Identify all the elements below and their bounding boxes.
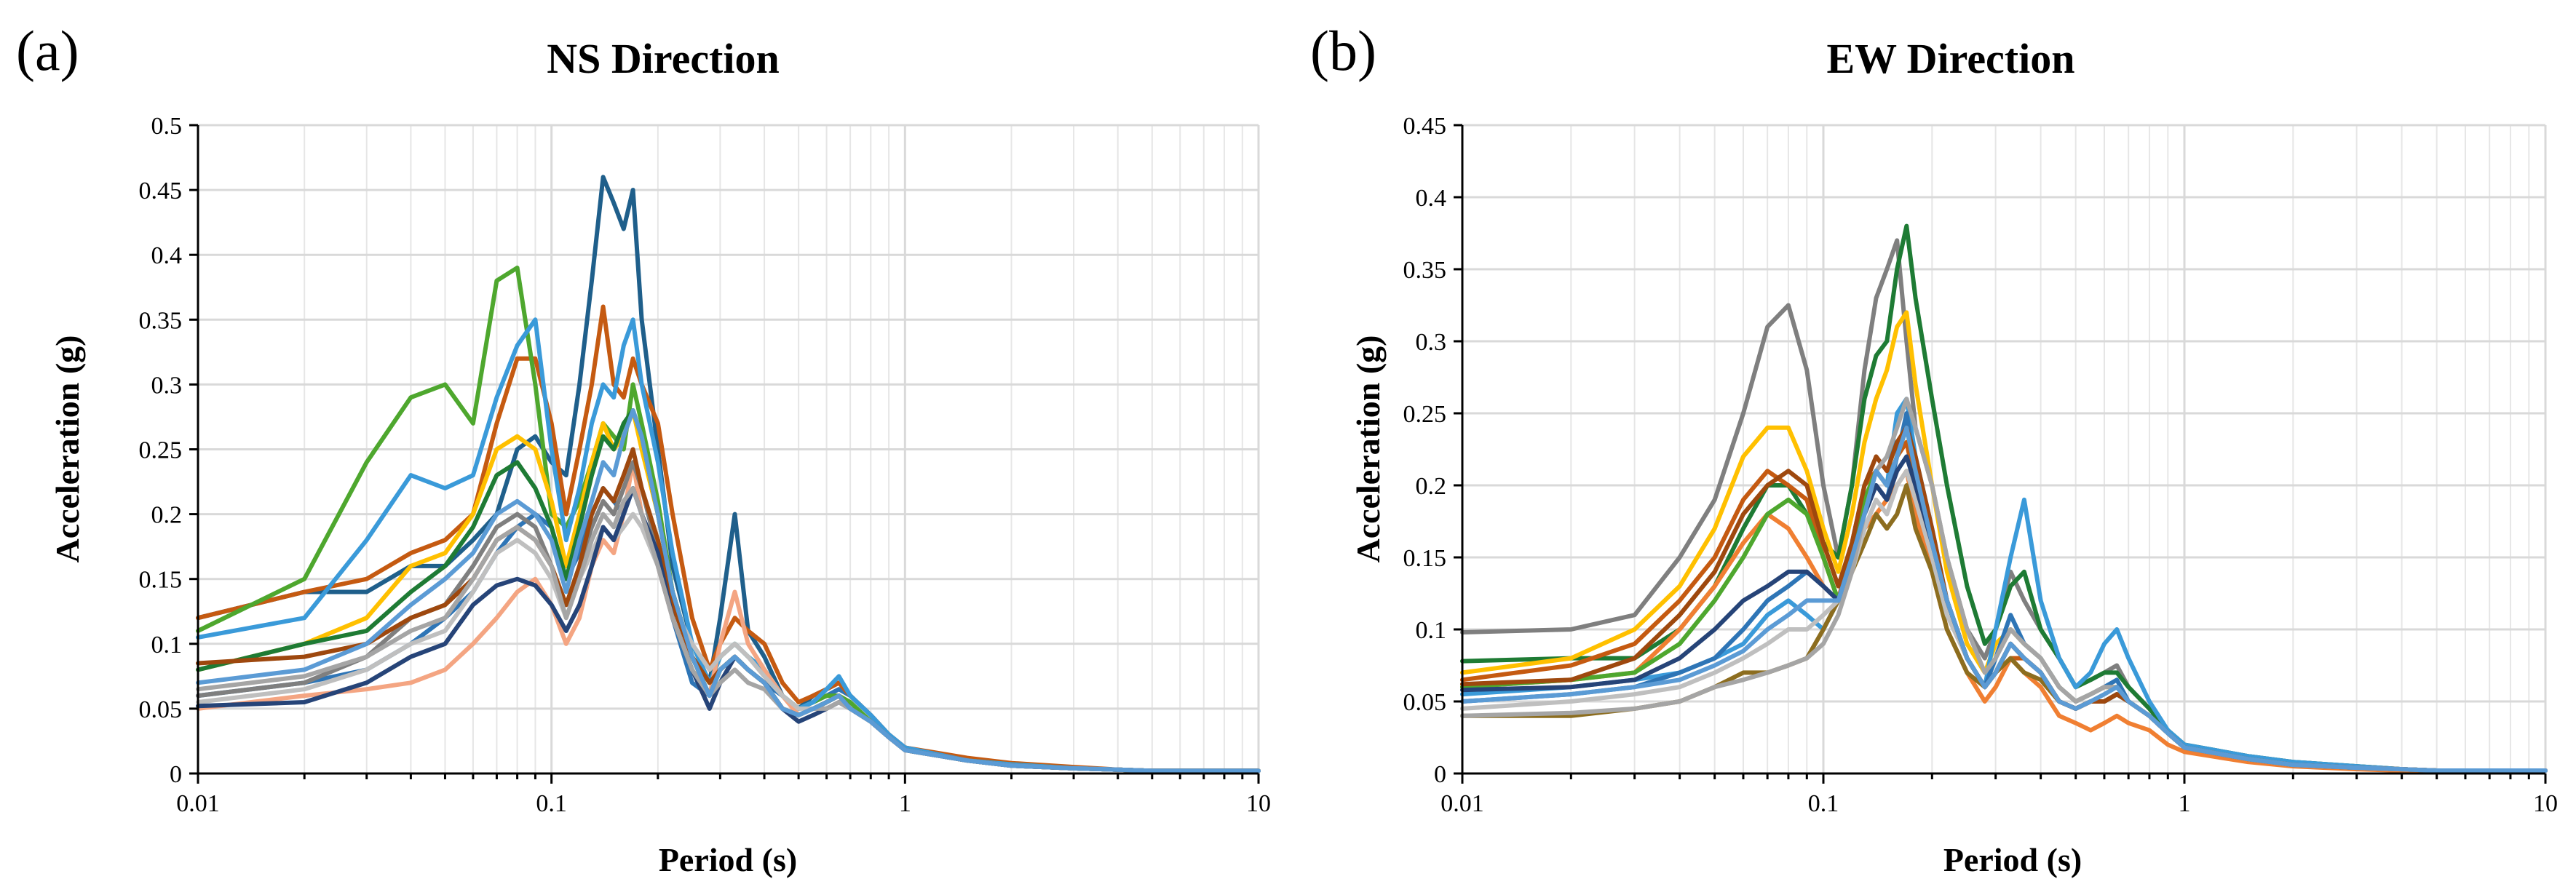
series-line-ew-5	[1460, 397, 2548, 773]
x-axis-title: Period (s)	[1943, 841, 2082, 878]
x-tick-label: 0.1	[1808, 790, 1839, 817]
axis-ticks: 0.01 0.1 1 10 0 0.05 0.1 0.15 0.2 0.25 0.3 0.35 0.4 0…	[139, 113, 1272, 817]
chart-title: NS Direction	[547, 35, 780, 82]
y-tick-label: 0	[170, 761, 182, 788]
y-tick-label: 0.2	[151, 502, 183, 529]
y-tick-label: 0.25	[139, 437, 183, 464]
y-tick-label: 0.2	[1416, 473, 1447, 500]
x-tick-label: 0.01	[176, 790, 220, 817]
y-axis-title: Acceleration (g)	[49, 335, 86, 563]
panel-label: (a)	[16, 19, 79, 82]
y-tick-label: 0.1	[151, 632, 183, 659]
gridlines	[1461, 124, 2547, 775]
series-line-ns-3	[196, 304, 1261, 773]
y-tick-label: 0.35	[139, 307, 183, 334]
y-tick-label: 0.3	[151, 372, 183, 399]
y-tick-label: 0.35	[1403, 257, 1447, 284]
y-tick-label: 0.15	[1403, 545, 1447, 572]
y-tick-label: 0.45	[1403, 113, 1447, 140]
x-axis-title: Period (s)	[659, 841, 797, 878]
chart-title: EW Direction	[1826, 35, 2074, 82]
y-tick-label: 0.05	[1403, 689, 1447, 716]
series-line-ns-4	[196, 266, 1261, 773]
series-line-ew-1	[1460, 238, 2548, 773]
y-tick-label: 0.4	[1416, 185, 1447, 212]
x-tick-label: 10	[1246, 790, 1271, 817]
series-group	[196, 175, 1261, 773]
chart-panel-ew: (b) EW Direction 0.01 0.1 1 1000.050.10.150…	[1310, 19, 2558, 878]
y-tick-label: 0.1	[1416, 617, 1447, 644]
x-tick-label: 1	[2179, 790, 2191, 817]
axis-ticks: 0.01 0.1 1 10 0 0.05 0.1 0.15 0.2 0.25 0.3 0.35 0.4 0…	[1403, 113, 2559, 817]
y-tick-label: 0.45	[139, 178, 183, 204]
y-tick-label: 0.15	[139, 567, 183, 594]
series-line-ew-14	[1460, 425, 2548, 773]
series-group	[1460, 223, 2548, 773]
y-tick-label: 0.4	[151, 242, 183, 269]
y-axis-title: Acceleration (g)	[1350, 335, 1387, 563]
series-line-ew-11	[1460, 454, 2548, 773]
series-line-ns-7	[196, 460, 1261, 773]
y-tick-label: 0.05	[139, 696, 183, 723]
x-tick-label: 0.1	[536, 790, 567, 817]
x-tick-label: 10	[2533, 790, 2558, 817]
series-line-ew-10	[1460, 469, 2548, 773]
series-line-ns-1	[196, 175, 1261, 773]
y-tick-label: 0	[1434, 761, 1446, 788]
y-tick-label: 0.25	[1403, 401, 1447, 428]
panel-label: (b)	[1310, 19, 1376, 82]
chart-panel-ns: (a) NS Direction 0.01 0.1 1 1000.050.10.150…	[16, 19, 1271, 878]
y-tick-label: 0.5	[151, 113, 183, 140]
series-line-ew-6	[1460, 469, 2548, 773]
x-tick-label: 0.01	[1440, 790, 1484, 817]
series-line-ns-14	[196, 408, 1261, 773]
y-tick-label: 0.3	[1416, 329, 1447, 356]
x-tick-label: 1	[899, 790, 911, 817]
